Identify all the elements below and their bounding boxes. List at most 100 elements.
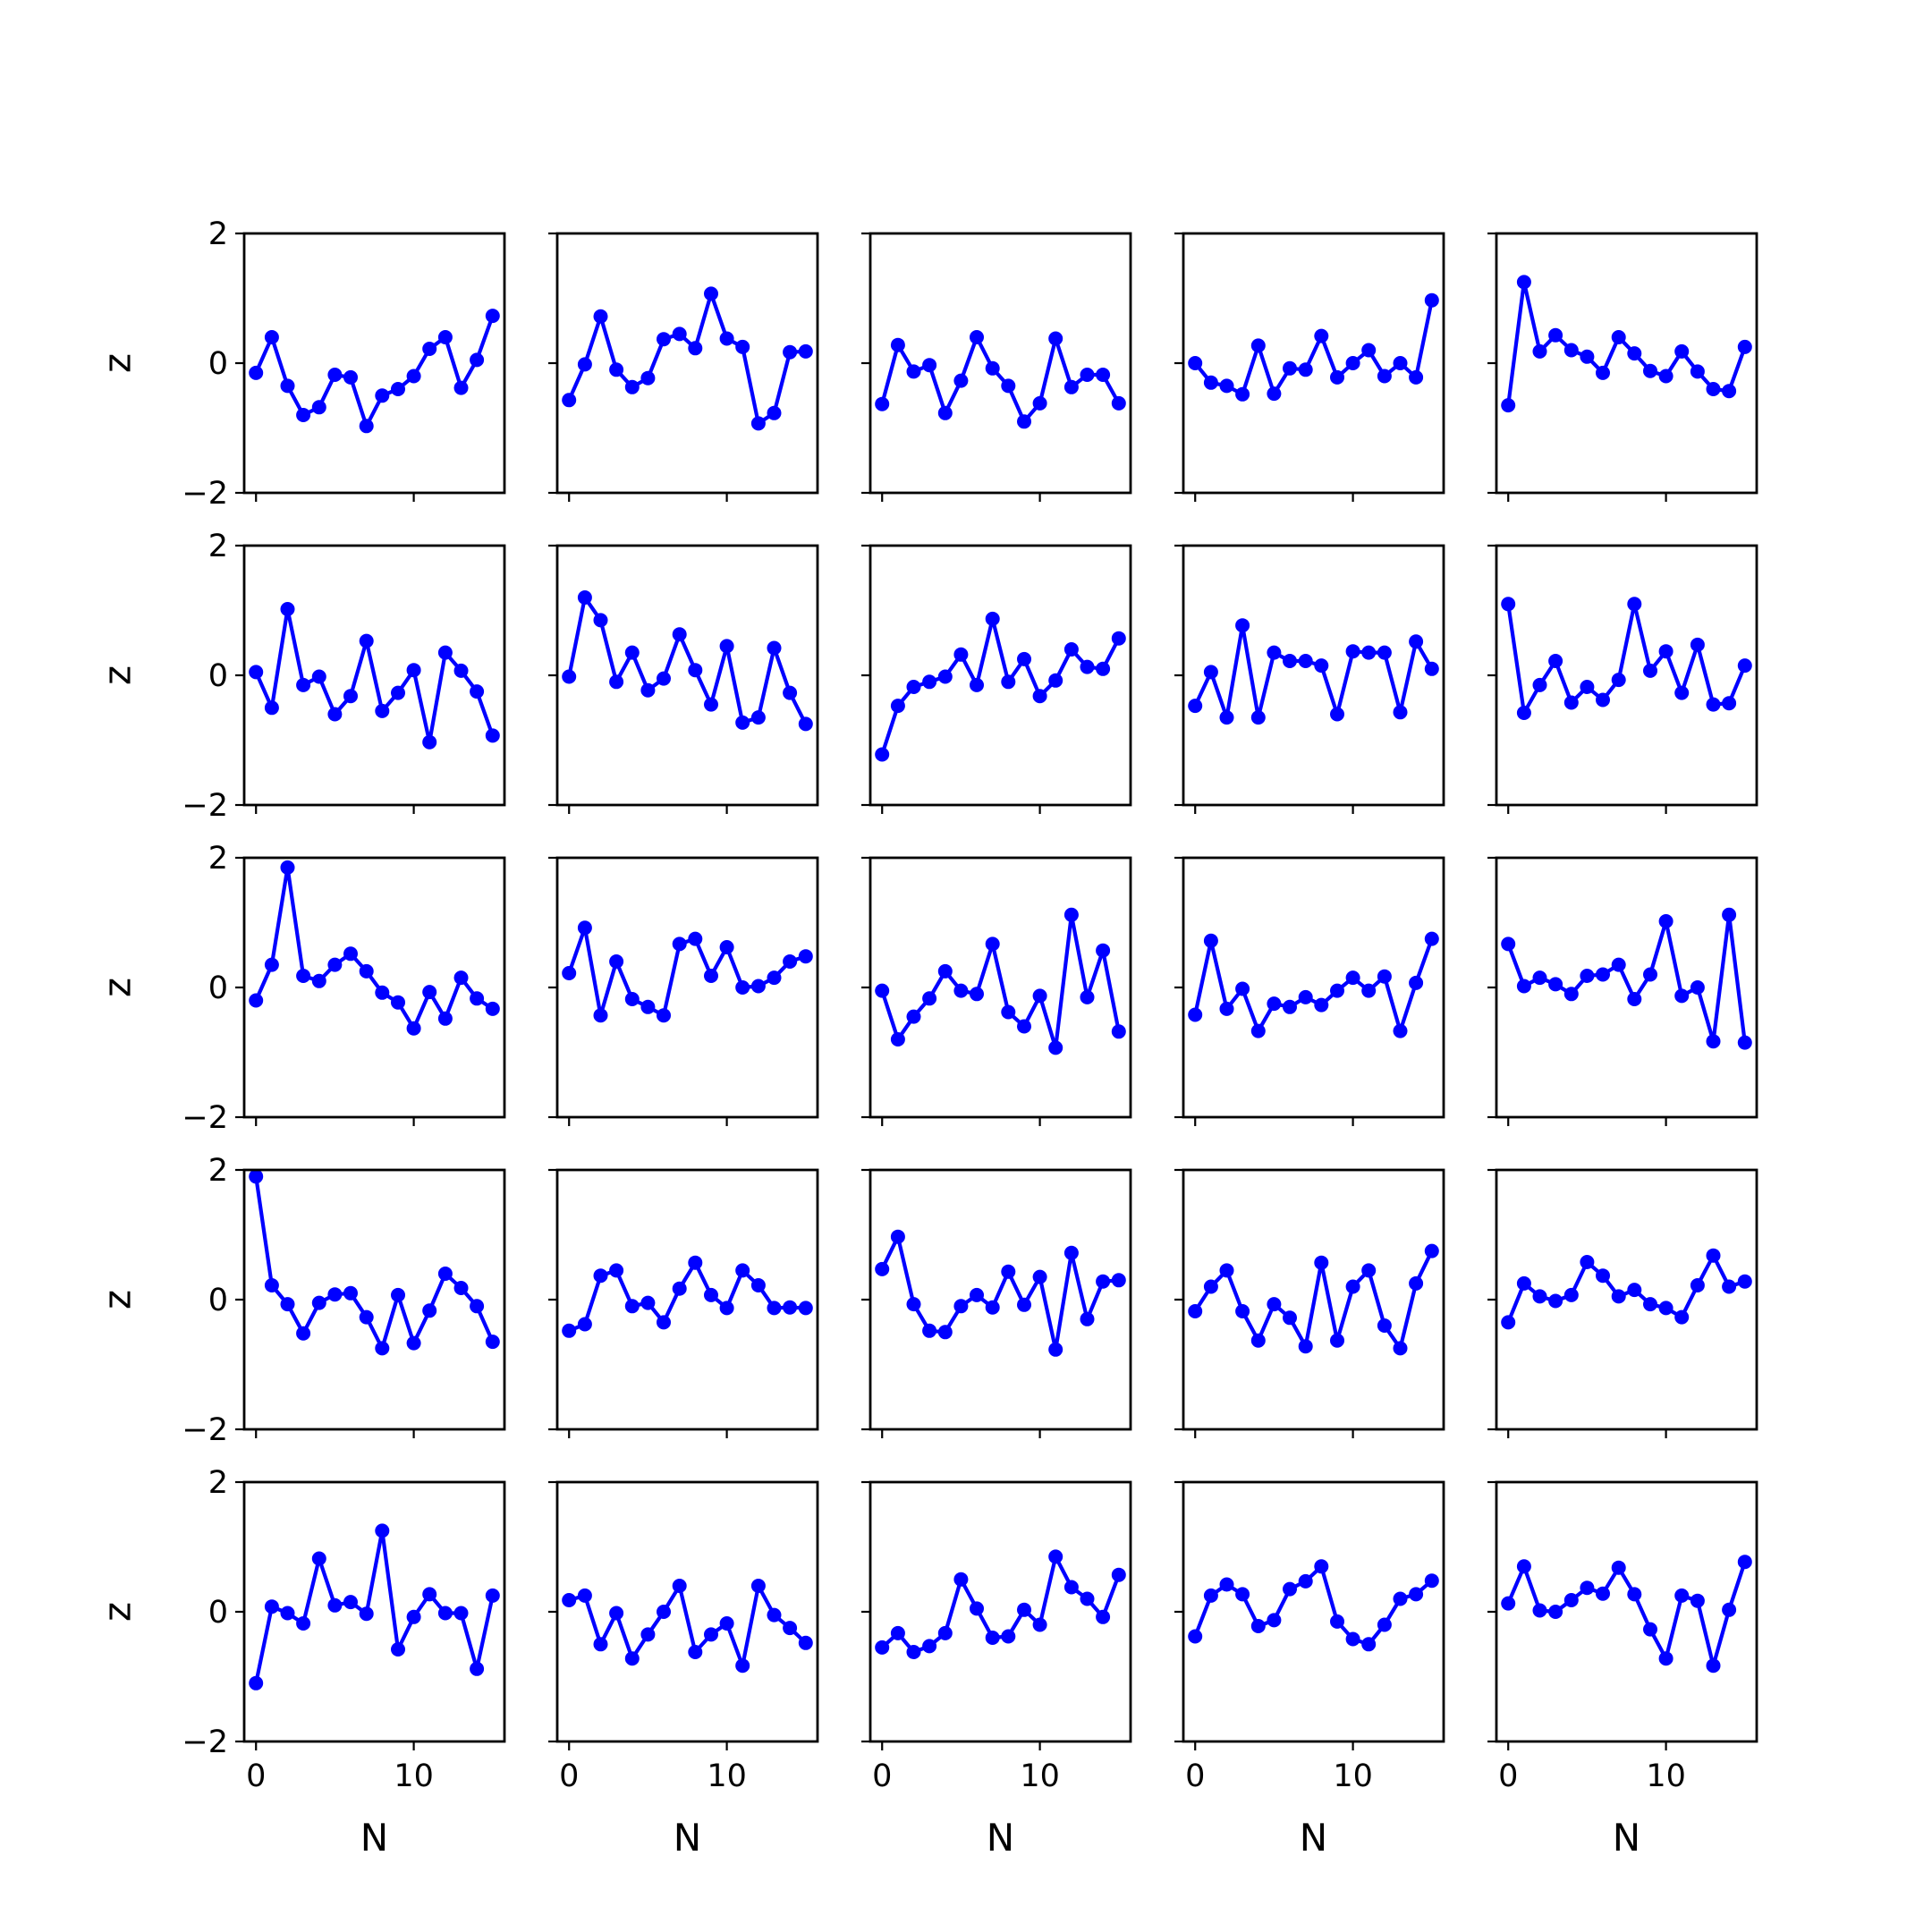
series-line xyxy=(254,1529,495,1684)
data-point xyxy=(937,405,953,420)
data-point xyxy=(735,339,750,354)
data-point xyxy=(1393,1591,1408,1606)
data-point xyxy=(1627,992,1642,1006)
data-point xyxy=(1063,379,1079,394)
data-point xyxy=(562,393,577,408)
data-point xyxy=(1563,987,1579,1002)
data-point xyxy=(1690,980,1705,995)
data-point xyxy=(249,365,264,380)
data-point xyxy=(624,645,640,660)
x-axis-label: N xyxy=(674,1816,701,1860)
data-point xyxy=(1643,1622,1657,1637)
data-point xyxy=(437,1267,453,1281)
data-point xyxy=(311,669,326,684)
data-point xyxy=(719,331,734,346)
data-point xyxy=(280,602,295,616)
data-point xyxy=(1267,1613,1282,1628)
data-point xyxy=(1548,654,1563,668)
data-point xyxy=(672,326,687,342)
data-point xyxy=(1377,969,1392,984)
y-tick-label: −2 xyxy=(182,476,228,512)
data-point xyxy=(1516,275,1531,290)
data-point xyxy=(1080,989,1095,1004)
axes-frame xyxy=(1182,1480,1445,1743)
data-point xyxy=(1080,659,1095,674)
data-point xyxy=(1596,365,1610,380)
data-point xyxy=(1658,644,1674,659)
data-point xyxy=(437,330,453,344)
data-point xyxy=(1627,346,1642,361)
data-point xyxy=(1532,1289,1547,1304)
data-point xyxy=(1314,658,1329,674)
data-point xyxy=(453,1281,469,1295)
data-point xyxy=(264,1278,279,1292)
data-point xyxy=(1377,369,1392,384)
data-point xyxy=(1235,981,1250,996)
data-point xyxy=(1501,597,1516,612)
data-point xyxy=(1722,384,1737,399)
data-point xyxy=(640,1295,656,1310)
data-point xyxy=(1298,654,1313,668)
data-point xyxy=(1017,1019,1031,1034)
data-point xyxy=(953,1572,969,1587)
data-point xyxy=(311,1551,326,1566)
data-point xyxy=(1267,996,1282,1012)
data-point xyxy=(1361,1637,1377,1652)
data-point xyxy=(890,699,905,714)
data-point xyxy=(577,357,592,372)
panel-r2-c3 xyxy=(861,544,1132,814)
data-point xyxy=(1080,368,1095,382)
data-point xyxy=(1690,1278,1705,1292)
data-point xyxy=(783,344,798,360)
data-point xyxy=(640,999,656,1014)
data-point xyxy=(280,378,295,394)
data-point xyxy=(1001,1264,1016,1279)
data-point xyxy=(1516,979,1531,994)
data-point xyxy=(485,309,500,324)
data-point xyxy=(922,358,937,373)
data-point xyxy=(1203,1588,1218,1603)
panel-r4-c5 xyxy=(1487,1168,1758,1438)
y-tick-label: 2 xyxy=(208,1153,228,1189)
data-point xyxy=(906,1009,921,1024)
data-point xyxy=(562,1593,577,1607)
data-point xyxy=(970,1601,984,1616)
data-point xyxy=(577,590,592,605)
data-point xyxy=(1361,1263,1377,1278)
data-point xyxy=(1048,331,1063,346)
data-point xyxy=(1409,369,1424,385)
data-point xyxy=(406,1335,421,1351)
data-point xyxy=(577,1588,592,1603)
panel-r2-c2 xyxy=(548,544,819,814)
data-point xyxy=(640,682,656,698)
data-point xyxy=(1706,382,1721,396)
data-point xyxy=(890,1625,905,1640)
data-point xyxy=(1203,665,1218,680)
data-point xyxy=(624,1299,640,1314)
data-point xyxy=(1532,1603,1547,1618)
data-point xyxy=(1361,343,1377,358)
data-point xyxy=(1690,637,1705,652)
data-point xyxy=(1250,1023,1266,1038)
data-point xyxy=(1314,1559,1329,1574)
data-point xyxy=(422,985,437,1000)
data-point xyxy=(704,697,718,712)
data-point xyxy=(1596,692,1610,708)
data-point xyxy=(375,985,390,1000)
data-point xyxy=(750,1579,766,1593)
panel-r1-c2 xyxy=(548,232,819,502)
data-point xyxy=(735,1658,750,1674)
x-axis-label: N xyxy=(1613,1816,1640,1860)
data-point xyxy=(296,1616,311,1631)
data-point xyxy=(1063,907,1079,922)
data-point xyxy=(1063,642,1079,657)
data-point xyxy=(1706,1034,1721,1049)
data-point xyxy=(1188,1007,1203,1022)
data-point xyxy=(1516,706,1531,720)
data-point xyxy=(1643,967,1657,982)
data-point xyxy=(1203,1279,1218,1294)
data-point xyxy=(1111,1024,1126,1039)
data-point xyxy=(1096,943,1111,958)
data-point xyxy=(327,1597,343,1613)
x-axis-label: N xyxy=(360,1816,388,1860)
